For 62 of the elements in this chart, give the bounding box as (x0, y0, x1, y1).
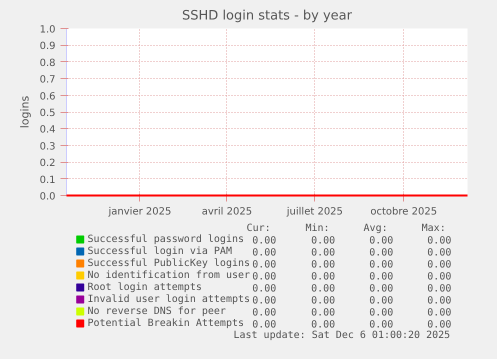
text: 0.00 (311, 272, 336, 282)
text: Min: (305, 223, 330, 234)
text: 0.00 (369, 308, 394, 318)
text: 0.00 (252, 260, 276, 270)
y-tick-label: 0.2 (40, 158, 56, 170)
text: Avg: (364, 223, 388, 234)
text: Last update: Sat Dec 6 01:00:20 2025 (233, 330, 450, 341)
text: 0.00 (427, 272, 452, 282)
text: 0.00 (369, 320, 394, 330)
legend-label: No identification from user (87, 270, 250, 281)
text: 0.00 (427, 284, 452, 294)
text: 0.00 (369, 272, 394, 282)
chart-title: SSHD login stats - by year (182, 8, 353, 24)
text: 0.00 (252, 272, 276, 282)
text: 0.00 (311, 320, 336, 330)
y-tick-label: 0.5 (40, 108, 56, 119)
y-tick-label: 0.6 (40, 91, 56, 102)
y-tick-label: 0.7 (40, 74, 56, 86)
text: 0.00 (252, 320, 276, 330)
y-tick-label: 1.0 (40, 24, 56, 36)
text: 0.00 (369, 284, 394, 294)
text: 0.00 (311, 308, 336, 318)
x-tick-label: janvier 2025 (108, 206, 172, 218)
text: Cur: (246, 223, 271, 234)
text: 0.00 (252, 308, 276, 318)
text: 0.00 (311, 248, 336, 258)
y-tick-label: 0.4 (40, 124, 56, 136)
text: 0.00 (427, 308, 452, 318)
text: 0.00 (369, 296, 394, 306)
x-tick-label: avril 2025 (202, 206, 252, 218)
text: 0.00 (427, 296, 452, 306)
text: 0.00 (311, 296, 336, 306)
y-tick-label: 0.8 (40, 58, 56, 69)
text: 0.00 (369, 236, 394, 246)
legend-label: Potential Breakin Attempts (87, 318, 244, 329)
text: 0.00 (252, 236, 276, 246)
text: 0.00 (427, 320, 452, 330)
x-tick-label: juillet 2025 (286, 206, 343, 218)
text: 0.00 (252, 296, 276, 306)
text: 0.00 (252, 284, 276, 294)
y-tick-label: 0.3 (40, 141, 56, 152)
y-tick-label: 0.9 (40, 41, 56, 52)
text: 0.00 (369, 260, 394, 270)
text: 0.00 (369, 248, 394, 258)
text: 0.00 (427, 248, 452, 258)
text: 0.00 (311, 284, 336, 294)
text: 0.00 (252, 248, 276, 258)
text: 0.00 (311, 260, 336, 270)
legend-label: Successful PublicKey logins (87, 258, 250, 269)
x-tick-label: octobre 2025 (370, 206, 438, 218)
y-tick-label: 0.1 (40, 174, 56, 186)
legend-label: Invalid user login attempts (87, 294, 250, 305)
text: Max: (422, 223, 446, 234)
y-axis-title: logins (18, 95, 32, 128)
legend-label: Root login attempts (87, 282, 202, 293)
legend-label: Successful password logins (87, 234, 244, 245)
text: 0.00 (311, 236, 336, 246)
legend-label: No reverse DNS for peer (87, 306, 226, 317)
text: 0.00 (427, 236, 452, 246)
legend-label: Successful login via PAM (87, 246, 232, 257)
y-tick-label: 0.0 (40, 192, 56, 202)
text: 0.00 (427, 260, 452, 270)
